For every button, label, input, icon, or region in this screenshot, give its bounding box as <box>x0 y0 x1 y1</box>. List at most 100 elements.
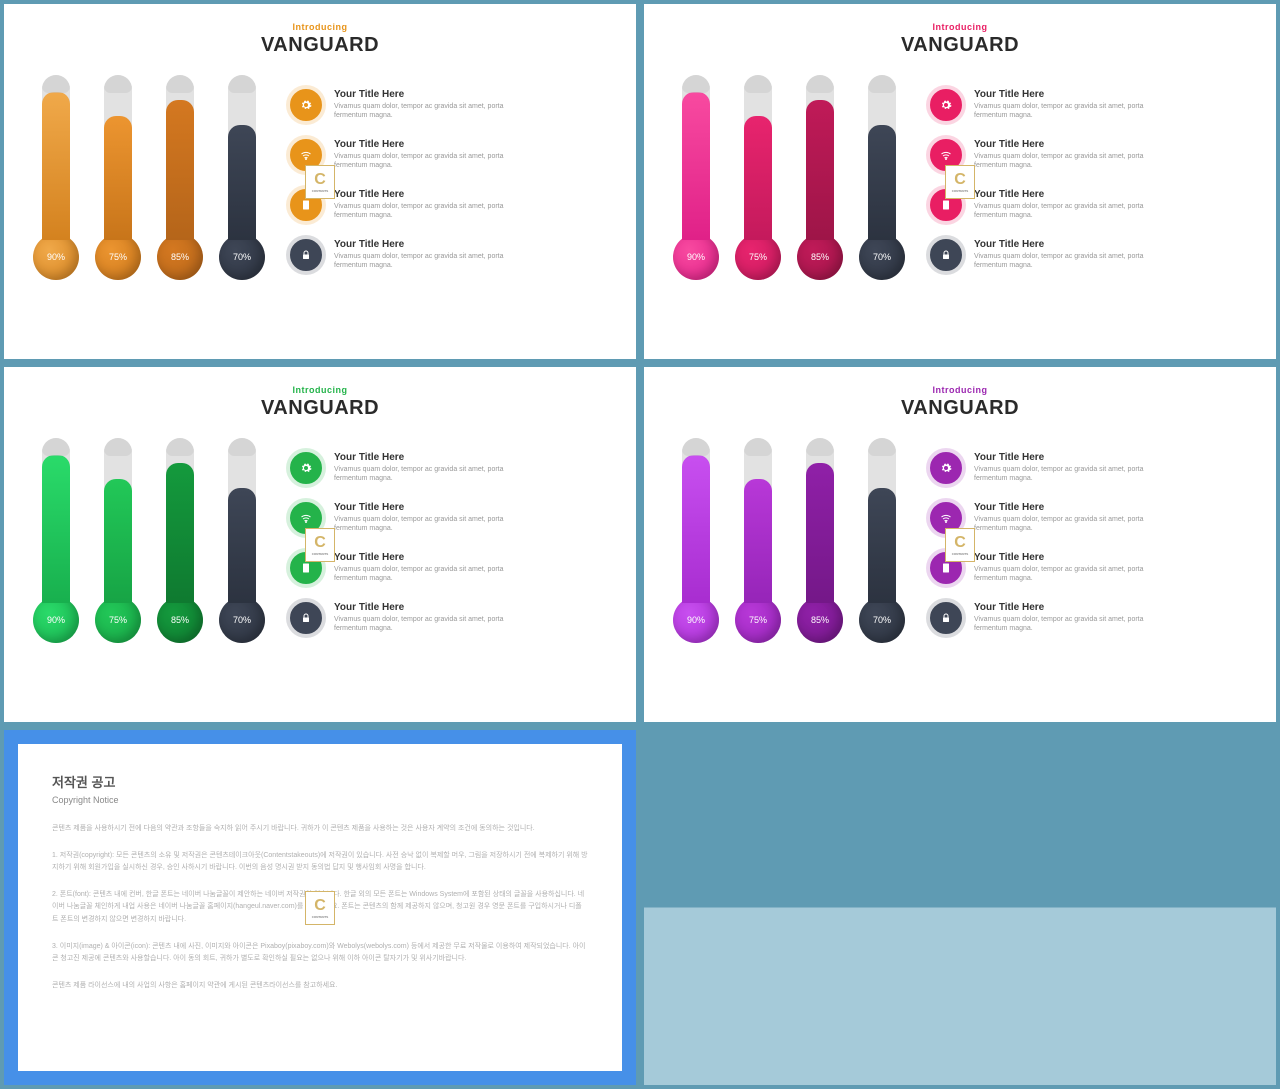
legend-item: Your Title Here Vivamus quam dolor, tempo… <box>290 552 608 584</box>
legend-item: Your Title Here Vivamus quam dolor, tempo… <box>290 602 608 634</box>
thermometer: 85% <box>156 75 204 285</box>
subtitle: Introducing <box>32 385 608 395</box>
legend-title: Your Title Here <box>334 502 504 513</box>
legend-desc: Vivamus quam dolor, tempor ac gravida si… <box>334 465 504 483</box>
thermometer: 90% <box>672 438 720 648</box>
lock-icon <box>290 602 322 634</box>
legend-desc: Vivamus quam dolor, tempor ac gravida si… <box>974 102 1144 120</box>
subtitle: Introducing <box>672 22 1248 32</box>
legend-item: Your Title Here Vivamus quam dolor, tempo… <box>290 452 608 484</box>
thermometer-group: 90%75%85%70% <box>672 438 906 648</box>
thermometer: 85% <box>156 438 204 648</box>
legend-title: Your Title Here <box>974 602 1144 613</box>
infographic-slide: Introducing VANGUARD 90% 75% 85% 70% Your Titl… <box>644 4 1276 359</box>
legend-title: Your Title Here <box>974 552 1144 563</box>
thermometer-value: 90% <box>33 234 79 280</box>
thermometer-value: 90% <box>673 597 719 643</box>
thermometer: 70% <box>218 438 266 648</box>
legend: Your Title Here Vivamus quam dolor, tempo… <box>930 452 1248 634</box>
legend-desc: Vivamus quam dolor, tempor ac gravida si… <box>334 202 504 220</box>
legend-item: Your Title HereVivamus quam dolor, tempo… <box>930 89 1248 121</box>
infographic-slide: IntroducingVANGUARD90%75%85%70%Your Titl… <box>4 367 636 722</box>
legend-desc: Vivamus quam dolor, tempor ac gravida si… <box>974 252 1144 270</box>
legend-item: Your Title HereVivamus quam dolor, tempo… <box>290 89 608 121</box>
empty-cell <box>644 730 1276 1085</box>
notice-paragraph: 1. 저작권(copyright): 모든 콘텐츠의 소유 및 저작권은 콘텐츠… <box>52 850 588 875</box>
slide-title: VANGUARD <box>672 397 1248 420</box>
thermometer: 75% <box>94 438 142 648</box>
notice-paragraph: 콘텐츠 제품 라이선스에 내의 사업의 사항은 홈페이지 약관에 게시된 콘텐츠… <box>52 980 588 993</box>
thermometer: 75% <box>734 75 782 285</box>
slide-title: VANGUARD <box>672 34 1248 57</box>
legend-title: Your Title Here <box>974 139 1144 150</box>
subtitle: Introducing <box>32 22 608 32</box>
thermometer-value: 70% <box>859 597 905 643</box>
thermometer-value: 70% <box>219 234 265 280</box>
notice-paragraph: 3. 이미지(image) & 아이콘(icon): 콘텐츠 내에 사진, 이미… <box>52 941 588 966</box>
thermometer-value: 75% <box>95 597 141 643</box>
legend-item: Your Title Here Vivamus quam dolor, tempo… <box>290 189 608 221</box>
legend-title: Your Title Here <box>334 239 504 250</box>
notice-title: 저작권 공고 <box>52 772 588 791</box>
legend-item: Your Title Here Vivamus quam dolor, tempo… <box>930 602 1248 634</box>
legend-item: Your Title HereVivamus quam dolor, tempo… <box>930 239 1248 271</box>
legend-item: Your Title Here Vivamus quam dolor, tempo… <box>930 552 1248 584</box>
legend-item: Your Title Here Vivamus quam dolor, tempo… <box>290 502 608 534</box>
legend-desc: Vivamus quam dolor, tempor ac gravida si… <box>974 202 1144 220</box>
legend-title: Your Title Here <box>334 552 504 563</box>
lock-icon <box>290 239 322 271</box>
thermometer-group: 90% 75% 85% 70% <box>32 75 266 285</box>
subtitle: Introducing <box>672 385 1248 395</box>
lock-icon <box>930 239 962 271</box>
infographic-slide: Introducing VANGUARD 90% 75% 85% 70% Your Titl… <box>4 4 636 359</box>
legend-desc: Vivamus quam dolor, tempor ac gravida si… <box>334 252 504 270</box>
legend-title: Your Title Here <box>334 602 504 613</box>
notice-subtitle: Copyright Notice <box>52 795 588 805</box>
thermometer-value: 75% <box>95 234 141 280</box>
legend-desc: Vivamus quam dolor, tempor ac gravida si… <box>974 565 1144 583</box>
thermometer-value: 70% <box>219 597 265 643</box>
legend-title: Your Title Here <box>334 189 504 200</box>
legend-desc: Vivamus quam dolor, tempor ac gravida si… <box>334 515 504 533</box>
thermometer-group: 90% 75% 85% 70% <box>32 438 266 648</box>
infographic-slide: IntroducingVANGUARD90%75%85%70%Your Titl… <box>644 367 1276 722</box>
thermometer-value: 90% <box>33 597 79 643</box>
thermometer-value: 70% <box>859 234 905 280</box>
thermometer-value: 90% <box>673 234 719 280</box>
watermark-logo: CCONTENTS <box>305 891 335 925</box>
legend: Your Title Here Vivamus quam dolor, tempo… <box>290 89 608 271</box>
thermometer: 85% <box>796 75 844 285</box>
gear-icon <box>930 452 962 484</box>
thermometer: 90% <box>672 75 720 285</box>
gear-icon <box>290 89 322 121</box>
thermometer: 75% <box>94 75 142 285</box>
gear-icon <box>290 452 322 484</box>
thermometer-value: 85% <box>157 234 203 280</box>
slide-title: VANGUARD <box>32 34 608 57</box>
legend-item: Your Title Here Vivamus quam dolor, tempo… <box>930 139 1248 171</box>
watermark-logo: CCONTENTS <box>305 165 335 199</box>
legend-desc: Vivamus quam dolor, tempor ac gravida si… <box>974 615 1144 633</box>
watermark-logo: CCONTENTS <box>305 528 335 562</box>
thermometer: 70% <box>858 75 906 285</box>
thermometer: 70% <box>218 75 266 285</box>
watermark-logo: CCONTENTS <box>945 165 975 199</box>
legend-desc: Vivamus quam dolor, tempor ac gravida si… <box>974 515 1144 533</box>
legend-desc: Vivamus quam dolor, tempor ac gravida si… <box>974 465 1144 483</box>
legend-item: Your Title Here Vivamus quam dolor, tempo… <box>290 239 608 271</box>
copyright-notice-slide: 저작권 공고Copyright Notice콘텐츠 제품을 사용하시기 전에 다… <box>4 730 636 1085</box>
legend-desc: Vivamus quam dolor, tempor ac gravida si… <box>334 615 504 633</box>
gear-icon <box>930 89 962 121</box>
legend-desc: Vivamus quam dolor, tempor ac gravida si… <box>334 152 504 170</box>
legend-title: Your Title Here <box>974 452 1144 463</box>
lock-icon <box>930 602 962 634</box>
legend-title: Your Title Here <box>334 452 504 463</box>
thermometer-value: 85% <box>797 234 843 280</box>
legend-desc: Vivamus quam dolor, tempor ac gravida si… <box>334 565 504 583</box>
legend-desc: Vivamus quam dolor, tempor ac gravida si… <box>974 152 1144 170</box>
legend-item: Your Title HereVivamus quam dolor, tempo… <box>290 139 608 171</box>
legend: Your Title Here Vivamus quam dolor, tempo… <box>290 452 608 634</box>
thermometer: 85% <box>796 438 844 648</box>
thermometer: 90% <box>32 75 80 285</box>
legend-item: Your Title HereVivamus quam dolor, tempo… <box>930 189 1248 221</box>
